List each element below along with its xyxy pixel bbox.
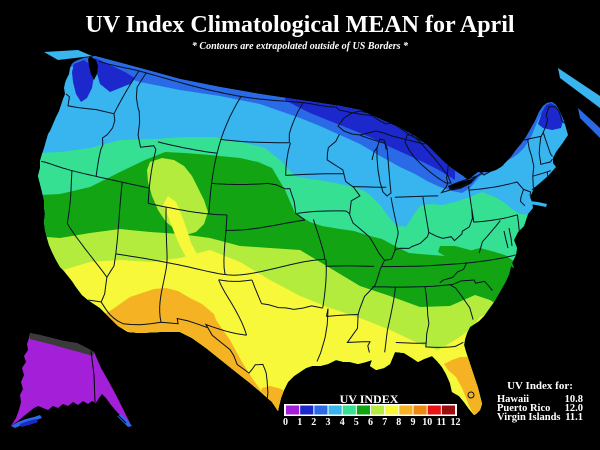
svg-text:0: 0 bbox=[283, 417, 288, 428]
svg-text:UV Index Climatological MEAN f: UV Index Climatological MEAN for April bbox=[85, 12, 514, 38]
svg-text:10: 10 bbox=[422, 417, 432, 428]
svg-text:12: 12 bbox=[451, 417, 461, 428]
svg-text:11.1: 11.1 bbox=[565, 412, 583, 423]
svg-text:6: 6 bbox=[368, 417, 373, 428]
svg-text:4: 4 bbox=[340, 417, 345, 428]
svg-text:* Contours are extrapolated ou: * Contours are extrapolated outside of U… bbox=[192, 41, 409, 52]
svg-text:2: 2 bbox=[311, 417, 316, 428]
svg-text:9: 9 bbox=[411, 417, 416, 428]
svg-text:10.8: 10.8 bbox=[565, 394, 583, 405]
svg-text:12.0: 12.0 bbox=[565, 403, 583, 414]
svg-text:UV INDEX: UV INDEX bbox=[340, 392, 399, 406]
svg-text:Puerto Rico: Puerto Rico bbox=[497, 403, 550, 414]
svg-text:11: 11 bbox=[437, 417, 446, 428]
svg-text:Hawaii: Hawaii bbox=[497, 394, 529, 405]
svg-text:5: 5 bbox=[354, 417, 359, 428]
svg-text:7: 7 bbox=[382, 417, 387, 428]
svg-text:UV Index for:: UV Index for: bbox=[507, 380, 573, 392]
svg-text:8: 8 bbox=[396, 417, 401, 428]
svg-text:Virgin Islands: Virgin Islands bbox=[497, 412, 561, 423]
svg-text:1: 1 bbox=[297, 417, 302, 428]
svg-text:3: 3 bbox=[326, 417, 331, 428]
